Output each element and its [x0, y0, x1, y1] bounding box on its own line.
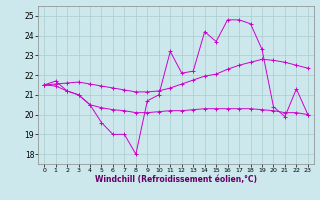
X-axis label: Windchill (Refroidissement éolien,°C): Windchill (Refroidissement éolien,°C): [95, 175, 257, 184]
